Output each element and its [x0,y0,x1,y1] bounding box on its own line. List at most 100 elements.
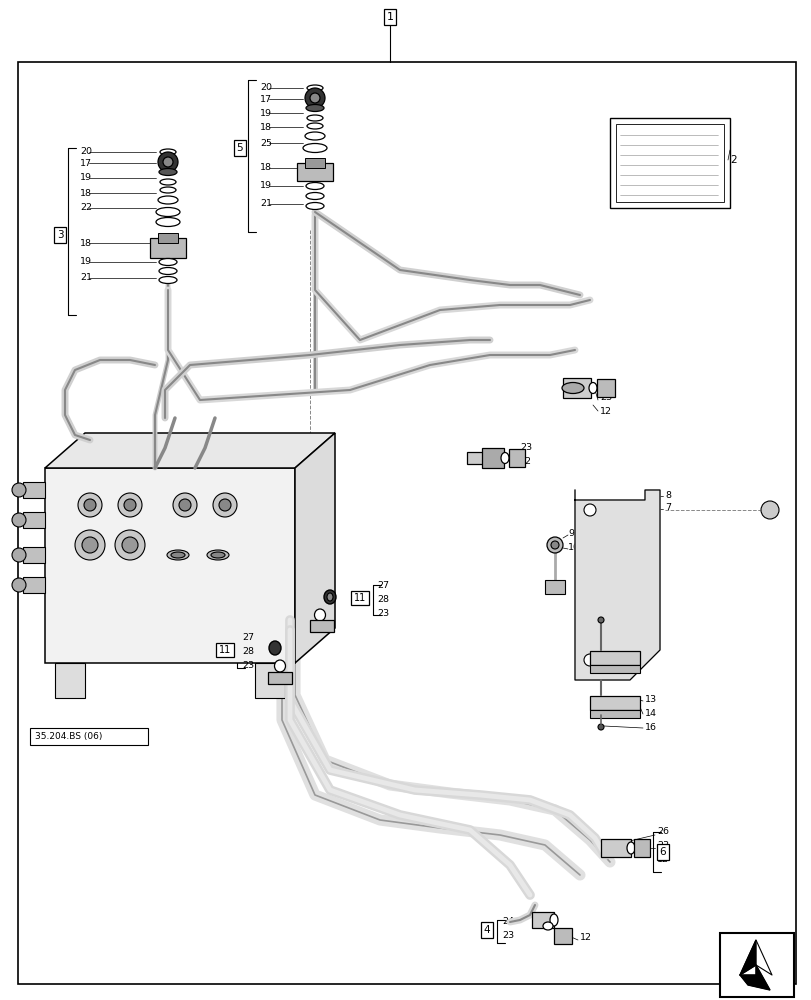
Ellipse shape [159,276,177,284]
Circle shape [760,501,778,519]
Ellipse shape [274,660,285,672]
Ellipse shape [171,552,185,558]
Ellipse shape [561,382,583,393]
Ellipse shape [306,192,324,200]
Text: 19: 19 [80,257,92,266]
Text: 21: 21 [80,273,92,282]
Ellipse shape [306,104,324,111]
Bar [590,696,639,710]
Text: 20: 20 [80,147,92,156]
Ellipse shape [160,149,176,155]
Ellipse shape [626,842,634,854]
Bar [531,912,553,928]
Bar [23,482,45,498]
Text: 11: 11 [354,593,366,603]
Ellipse shape [500,452,508,464]
Bar [562,378,590,398]
Bar [23,577,45,593]
Ellipse shape [588,382,596,393]
Ellipse shape [306,182,324,190]
Circle shape [305,88,324,108]
Text: 23: 23 [656,840,668,850]
Circle shape [84,499,96,511]
Ellipse shape [543,922,552,930]
Ellipse shape [327,593,333,601]
Text: 15: 15 [644,617,656,626]
Text: 12: 12 [656,856,668,864]
Bar [508,449,525,467]
Circle shape [583,504,595,516]
Circle shape [75,530,105,560]
Bar [310,620,333,632]
Polygon shape [294,433,335,663]
Circle shape [163,157,173,167]
Ellipse shape [158,196,178,204]
Text: 18: 18 [260,163,272,172]
Text: 6: 6 [659,847,666,857]
Text: 12: 12 [579,934,591,942]
Text: 21: 21 [260,200,272,209]
Bar [609,118,729,208]
Circle shape [583,654,595,666]
Bar [55,663,85,698]
Polygon shape [45,433,335,468]
Ellipse shape [324,590,336,604]
Circle shape [597,724,603,730]
Text: 20: 20 [260,84,272,93]
Circle shape [78,493,102,517]
Ellipse shape [159,168,177,176]
Text: 4: 4 [483,925,490,935]
Bar [633,839,649,857]
Ellipse shape [307,115,323,121]
Circle shape [82,537,98,553]
Bar [600,839,630,857]
Bar [23,547,45,563]
Text: 19: 19 [260,108,272,117]
Circle shape [597,617,603,623]
Ellipse shape [305,132,324,140]
Bar [719,933,793,997]
Circle shape [219,499,230,511]
Ellipse shape [307,85,323,91]
Text: 18: 18 [80,188,92,198]
Circle shape [12,513,26,527]
Text: 7: 7 [664,504,670,512]
Bar [268,672,292,684]
Text: 17: 17 [80,158,92,167]
Circle shape [551,541,558,549]
Circle shape [547,537,562,553]
Ellipse shape [156,208,180,217]
Circle shape [158,152,178,172]
Text: 22: 22 [80,204,92,213]
Text: 16: 16 [644,722,656,732]
Text: 28: 28 [376,594,388,603]
Circle shape [122,537,138,553]
Bar [30,728,148,745]
Text: 14: 14 [644,632,656,641]
Text: 25: 25 [260,138,272,147]
Text: 12: 12 [519,456,531,466]
Text: 23: 23 [376,608,388,617]
Ellipse shape [159,267,177,274]
Polygon shape [574,490,659,680]
Text: 26: 26 [656,828,668,836]
Bar [150,238,186,258]
Bar [553,928,571,944]
Text: 18: 18 [260,122,272,131]
Text: 23: 23 [501,930,513,940]
Text: 9: 9 [568,528,573,538]
Circle shape [12,483,26,497]
Polygon shape [739,940,755,975]
Text: 23: 23 [519,444,531,452]
Ellipse shape [159,258,177,265]
Text: 13: 13 [644,648,656,656]
Bar [23,512,45,528]
Ellipse shape [303,143,327,152]
Polygon shape [739,940,771,975]
Ellipse shape [167,550,189,560]
Ellipse shape [306,202,324,210]
Text: 5: 5 [236,143,243,153]
Bar [596,379,614,397]
Text: 35.204.BS (06): 35.204.BS (06) [35,732,102,740]
Ellipse shape [307,123,323,129]
